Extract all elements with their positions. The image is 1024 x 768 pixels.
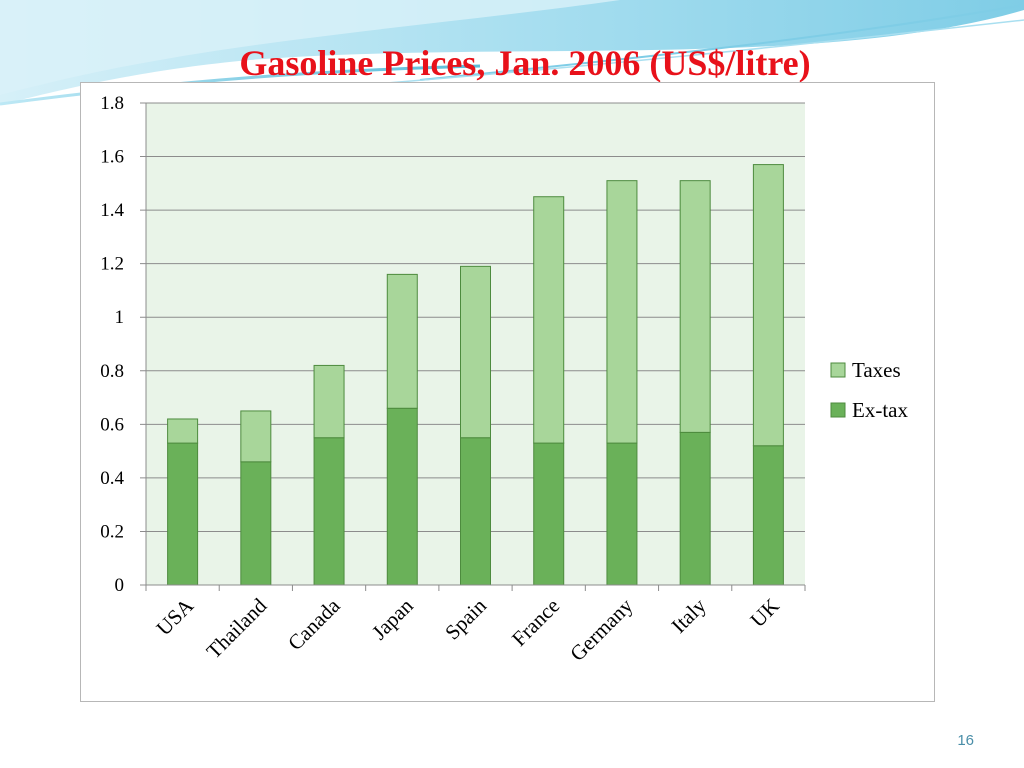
page-number: 16 (957, 732, 974, 749)
y-tick-label: 1.6 (100, 147, 124, 168)
x-tick-label: Italy (667, 593, 712, 638)
bar-taxes-thailand (240, 410, 272, 463)
bar-ex-tax-usa (167, 442, 199, 586)
stacked-bar-chart: 0 0.2 0.4 0.6 0.8 1 1.2 1.4 1.6 1.8 USA Thailand Can… (100, 93, 908, 666)
bar-ex-tax-france (533, 442, 565, 586)
bar-ex-tax-italy (679, 431, 711, 586)
x-tick-label: Thailand (202, 593, 272, 663)
x-tick-label: Germany (565, 593, 638, 666)
y-tick-label: 1.8 (100, 93, 124, 114)
y-tick-label: 0.4 (100, 468, 124, 489)
x-tick-label: France (507, 594, 564, 651)
bar-taxes-spain (460, 265, 491, 439)
bar-taxes-uk (752, 164, 784, 447)
y-tick-label: 0.2 (100, 521, 124, 542)
bar-taxes-germany (606, 180, 638, 444)
x-tick-label: USA (151, 593, 198, 640)
y-tick-label: 1 (115, 307, 125, 328)
slide-title: Gasoline Prices, Jan. 2006 (US$/litre) (239, 43, 811, 83)
bar-ex-tax-uk (752, 445, 784, 586)
legend-swatch-taxes (830, 362, 846, 378)
bar-ex-tax-japan (386, 407, 418, 586)
legend-swatch-ex-tax (830, 402, 846, 418)
bar-taxes-italy (679, 180, 711, 433)
bar-ex-tax-spain (460, 437, 491, 586)
x-tick-label: UK (745, 594, 783, 632)
x-tick-label: Japan (367, 593, 418, 644)
legend-label: Ex-tax (852, 398, 908, 422)
y-tick-label: 1.4 (100, 200, 124, 221)
bar-ex-tax-canada (313, 437, 345, 586)
y-tick-label: 1.2 (100, 254, 124, 275)
legend-label: Taxes (852, 358, 901, 382)
bar-taxes-france (533, 196, 565, 444)
y-tick-label: 0.6 (100, 414, 124, 435)
header-wave-decoration (0, 0, 1024, 106)
x-tick-label: Spain (440, 593, 491, 644)
y-tick-label: 0 (115, 575, 125, 596)
bar-ex-tax-germany (606, 442, 638, 586)
bar-taxes-japan (386, 273, 418, 409)
bar-taxes-usa (167, 418, 199, 444)
bar-taxes-canada (313, 364, 345, 439)
x-tick-label: Canada (283, 593, 345, 655)
bar-ex-tax-thailand (240, 461, 272, 586)
chart-frame: 0 0.2 0.4 0.6 0.8 1 1.2 1.4 1.6 1.8 USA Thailand Can… (80, 82, 935, 702)
y-tick-label: 0.8 (100, 361, 124, 382)
